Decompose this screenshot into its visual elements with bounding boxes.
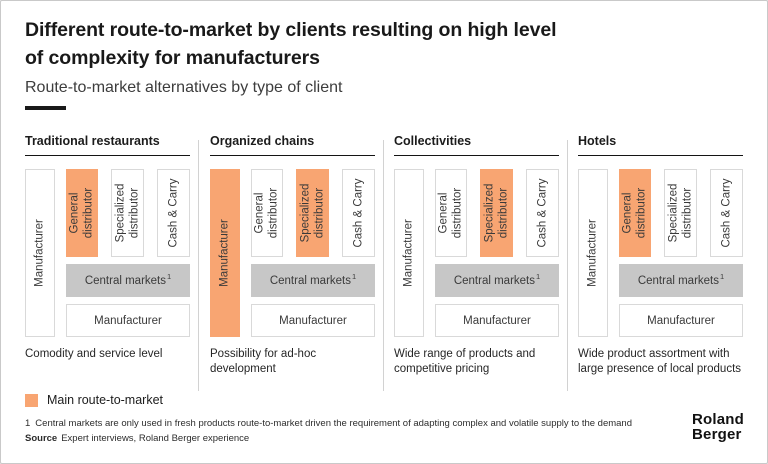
column-organized-chains: Organized chains Manufacturer General dist… [210,133,375,395]
central-markets-label: Central markets1 [637,271,725,287]
cash-carry-box: Cash & Carry [157,169,190,257]
source-text: Expert interviews, Roland Berger experie… [61,433,250,444]
specialized-distributor-label: Specialized distributor [299,183,325,243]
specialized-distributor-label: Specialized distributor [114,183,140,243]
central-markets-box: Central markets1 [619,264,743,297]
cash-carry-label: Cash & Carry [351,178,364,248]
manufacturer-label: Manufacturer [218,219,231,287]
column-divider [382,140,384,391]
column-hotels: Hotels Manufacturer General distributor Spe… [578,133,743,395]
column-divider [566,140,568,391]
column-header: Collectivities [394,133,559,156]
manufacturer-box: Manufacturer [394,169,424,337]
channel-boxes: Manufacturer General distributor Specializ… [578,169,743,337]
general-distributor-box: General distributor [251,169,283,257]
bottom-manufacturer-box: Manufacturer [251,304,375,337]
central-markets-box: Central markets1 [435,264,559,297]
specialized-distributor-box: Specialized distributor [111,169,144,257]
specialized-distributor-box: Specialized distributor [664,169,697,257]
central-markets-label: Central markets1 [453,271,541,287]
central-markets-box: Central markets1 [66,264,190,297]
central-markets-footnote-ref: 1 [167,271,172,281]
cash-carry-box: Cash & Carry [342,169,375,257]
column-header: Organized chains [210,133,375,156]
roland-berger-logo: Roland Berger [692,411,745,443]
cash-carry-box: Cash & Carry [526,169,559,257]
general-distributor-label: General distributor [253,187,280,239]
cash-carry-label: Cash & Carry [719,178,732,248]
manufacturer-label: Manufacturer [402,219,415,287]
general-distributor-label: General distributor [437,187,464,239]
legend-swatch-orange [25,393,38,407]
central-markets-footnote-ref: 1 [352,271,357,281]
logo-line2: Berger [692,425,742,443]
cash-carry-label: Cash & Carry [535,178,548,248]
source-label: Source [25,433,58,444]
central-markets-label: Central markets1 [269,271,357,287]
slide-subtitle: Route-to-market alternatives by type of … [25,79,343,96]
channel-boxes: Manufacturer General distributor Specializ… [25,169,190,337]
bottom-manufacturer-label: Manufacturer [463,314,531,327]
manufacturer-box: Manufacturer [25,169,55,337]
central-markets-box: Central markets1 [251,264,375,297]
manufacturer-label: Manufacturer [586,219,599,287]
specialized-distributor-box: Specialized distributor [480,169,513,257]
cash-carry-label: Cash & Carry [166,178,179,248]
central-markets-footnote-ref: 1 [720,271,725,281]
channel-boxes: Manufacturer General distributor Specializ… [394,169,559,337]
manufacturer-box: Manufacturer [578,169,608,337]
slide-title-line1: Different route-to-market by clients res… [25,19,557,41]
general-distributor-label: General distributor [621,187,648,239]
bottom-manufacturer-box: Manufacturer [619,304,743,337]
central-markets-label: Central markets1 [84,271,172,287]
legend-label: Main route-to-market [47,393,164,407]
column-collectivities: Collectivities Manufacturer General distri… [394,133,559,395]
footnote-ref: 1 [25,418,31,429]
general-distributor-box: General distributor [435,169,467,257]
bottom-manufacturer-label: Manufacturer [279,314,347,327]
central-markets-footnote-ref: 1 [536,271,541,281]
bottom-manufacturer-label: Manufacturer [94,314,162,327]
manufacturer-label: Manufacturer [33,219,46,287]
manufacturer-box: Manufacturer [210,169,240,337]
general-distributor-box: General distributor [66,169,98,257]
footnote-text: Central markets are only used in fresh p… [35,418,633,429]
specialized-distributor-label: Specialized distributor [667,183,693,243]
footnote: 1 Central markets are only used in fresh … [25,418,665,430]
general-distributor-label: General distributor [68,187,95,239]
column-caption: Wide range of products and competitive p… [394,348,536,375]
bottom-manufacturer-box: Manufacturer [66,304,190,337]
column-divider [197,140,199,391]
column-header: Traditional restaurants [25,133,190,156]
logo-line1: Roland [692,411,745,428]
slide-title-line2: of complexity for manufacturers [25,47,320,69]
general-distributor-box: General distributor [619,169,651,257]
column-traditional-restaurants: Traditional restaurants Manufacturer Gener… [25,133,190,395]
bottom-manufacturer-label: Manufacturer [647,314,715,327]
bottom-manufacturer-box: Manufacturer [435,304,559,337]
cash-carry-box: Cash & Carry [710,169,743,257]
column-caption: Comodity and service level [25,348,163,360]
source-line: Source Expert interviews, Roland Berger e… [25,433,249,444]
channel-boxes: Manufacturer General distributor Specializ… [210,169,375,337]
column-caption: Possibility for ad-hoc development [210,348,317,375]
column-caption: Wide product assortment with large prese… [578,348,742,375]
title-accent-bar [25,106,66,110]
column-header: Hotels [578,133,743,156]
legend: Main route-to-market [25,393,163,407]
specialized-distributor-box: Specialized distributor [296,169,329,257]
specialized-distributor-label: Specialized distributor [483,183,509,243]
slide-title: Different route-to-market by clients res… [25,16,740,72]
